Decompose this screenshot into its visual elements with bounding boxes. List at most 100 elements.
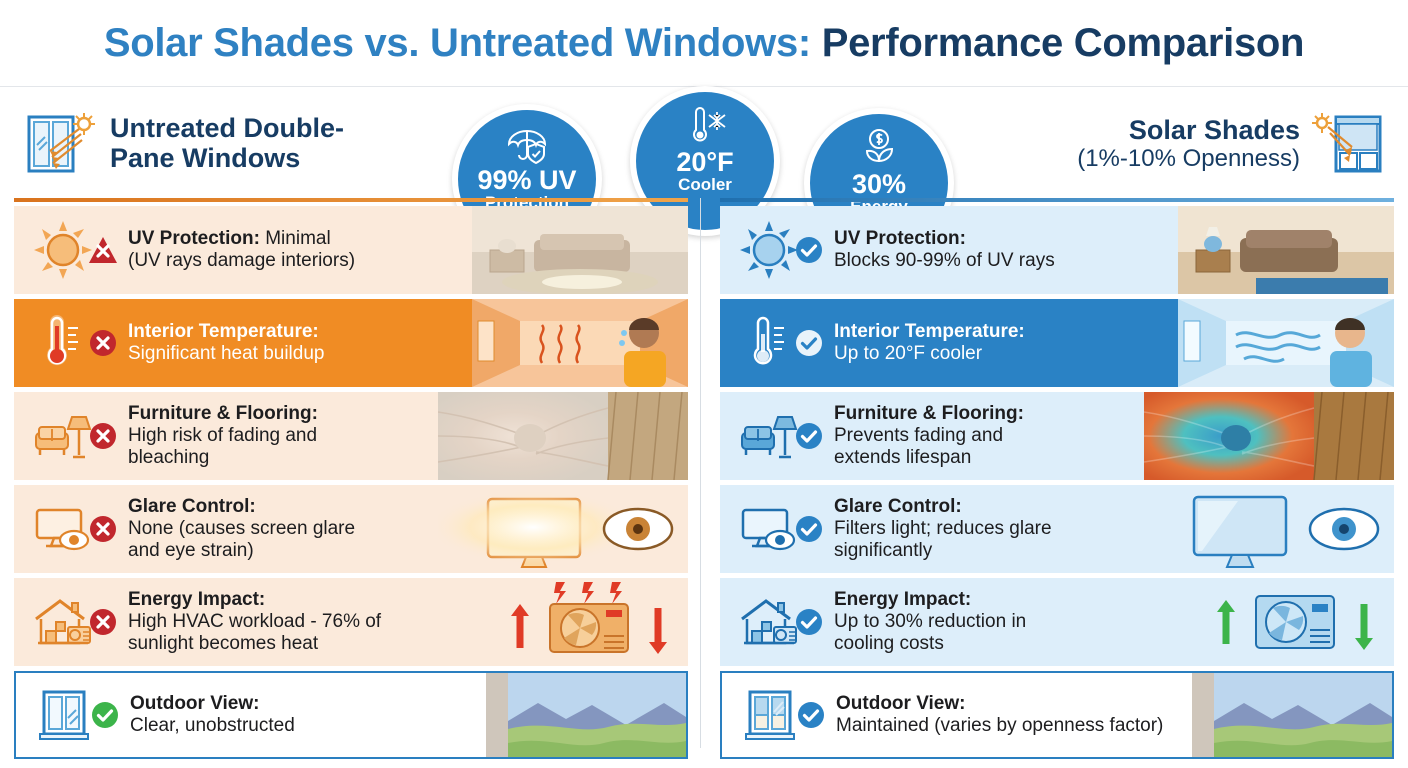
left-column: UV Protection: Minimal (UV rays damage i… <box>14 198 688 764</box>
window-sun-rays-icon <box>24 107 98 181</box>
x-circle-icon <box>88 328 118 358</box>
page-title: Solar Shades vs. Untreated Windows: Perf… <box>103 20 1305 66</box>
row-text: Glare Control: Filters light; reduces gl… <box>834 496 1394 562</box>
table-row: UV Protection: Blocks 90-99% of UV rays <box>720 206 1394 294</box>
row-text: UV Protection: Minimal (UV rays damage i… <box>128 228 688 272</box>
check-circle-icon <box>794 328 824 358</box>
right-column-title-line1: Solar Shades <box>1128 114 1300 145</box>
thermometer-snowflake-icon <box>683 106 727 146</box>
check-circle-green-icon <box>90 700 120 730</box>
row-value: Up to 30% reduction in <box>834 610 1027 632</box>
badge-cooler-value: 20°F <box>676 147 734 177</box>
row-value: Maintained (varies by openness factor) <box>836 715 1164 736</box>
table-row: Furniture & Flooring: Prevents fading an… <box>720 392 1394 480</box>
right-rows: UV Protection: Blocks 90-99% of UV rays <box>720 206 1394 759</box>
right-column-title-line2: (1%-10% Openness) <box>1077 144 1300 172</box>
row-value-2: sunlight becomes heat <box>128 633 319 655</box>
dollar-leaf-icon <box>857 128 901 168</box>
column-divider <box>700 198 701 748</box>
row-text: Furniture & Flooring: Prevents fading an… <box>834 403 1394 469</box>
left-column-title-line1: Untreated Double- <box>110 113 345 144</box>
row-text: Glare Control: None (causes screen glare… <box>128 496 688 562</box>
row-label: UV Protection: <box>834 227 966 249</box>
page-title-accent: Solar Shades vs. Untreated Windows: <box>103 20 811 65</box>
row-value: Clear, unobstructed <box>130 715 295 736</box>
hot-room-sweating-man-photo <box>472 299 688 387</box>
row-label: Glare Control: <box>128 495 256 517</box>
sofa-lamp-blue-icon <box>738 405 800 467</box>
row-value-2: significantly <box>834 540 933 562</box>
x-circle-icon <box>88 514 118 544</box>
row-value: Blocks 90-99% of UV rays <box>834 250 1055 271</box>
table-row: Outdoor View: Clear, unobstructed <box>14 671 688 759</box>
monitor-eye-icon <box>32 498 94 560</box>
row-text: UV Protection: Blocks 90-99% of UV rays <box>834 228 1394 272</box>
thermometer-icon <box>32 312 94 374</box>
table-row: Glare Control: None (causes screen glare… <box>14 485 688 573</box>
row-label: Furniture & Flooring: <box>834 402 1024 424</box>
table-row: Energy Impact: High HVAC workload - 76% … <box>14 578 688 666</box>
protected-sofa-blue-rug-photo <box>1178 206 1394 294</box>
row-value-2: and eye strain) <box>128 540 254 562</box>
left-column-title: Untreated Double- Pane Windows <box>110 114 344 173</box>
left-column-header: Untreated Double- Pane Windows <box>24 96 454 192</box>
check-circle-icon <box>796 700 826 730</box>
row-text: Interior Temperature: Up to 20°F cooler <box>834 321 1394 365</box>
faded-fabric-wood-floor-photo <box>437 392 688 480</box>
x-circle-icon <box>88 607 118 637</box>
row-label: Outdoor View: <box>130 692 260 714</box>
cool-room-comfortable-man-photo <box>1178 299 1394 387</box>
house-hvac-icon <box>32 591 94 653</box>
x-circle-icon <box>88 421 118 451</box>
row-value: Prevents fading and <box>834 424 1004 446</box>
row-value: Filters light; reduces glare <box>834 517 1052 539</box>
right-column-header: Solar Shades (1%-10% Openness) <box>1000 96 1384 192</box>
check-circle-icon <box>794 514 824 544</box>
landscape-view-photo <box>1192 673 1392 757</box>
row-text: Outdoor View: Maintained (varies by open… <box>836 693 1392 737</box>
badge-cooler-label: Cooler <box>678 175 732 195</box>
table-row: UV Protection: Minimal (UV rays damage i… <box>14 206 688 294</box>
row-value: High HVAC workload - 76% of <box>128 610 382 632</box>
row-value-2: extends lifespan <box>834 447 972 469</box>
row-label: Glare Control: <box>834 495 962 517</box>
left-accent-rule <box>14 198 688 202</box>
row-value: None (causes screen glare <box>128 517 356 539</box>
umbrella-shield-icon <box>505 124 549 165</box>
row-label: UV Protection: <box>128 227 260 249</box>
row-value-2: bleaching <box>128 447 210 469</box>
table-row: Interior Temperature: Up to 20°F cooler <box>720 299 1394 387</box>
row-label: Interior Temperature: <box>834 320 1025 342</box>
table-row: Outdoor View: Maintained (varies by open… <box>720 671 1394 759</box>
row-text: Energy Impact: High HVAC workload - 76% … <box>128 589 688 655</box>
row-value-2: (UV rays damage interiors) <box>128 250 356 271</box>
monitor-eye-blue-icon <box>738 498 800 560</box>
vivid-fabric-wood-floor-photo <box>1143 392 1394 480</box>
sofa-lamp-icon <box>32 405 94 467</box>
glaring-monitor-eye-photo <box>438 485 688 573</box>
clear-monitor-eye-photo <box>1144 485 1394 573</box>
row-label: Energy Impact: <box>834 588 972 610</box>
row-value: High risk of fading and <box>128 424 318 446</box>
sun-icon <box>32 219 94 281</box>
window-clear-icon <box>34 684 96 746</box>
check-circle-icon <box>794 235 824 265</box>
check-circle-icon <box>794 607 824 637</box>
left-rows: UV Protection: Minimal (UV rays damage i… <box>14 206 688 759</box>
hvac-unit-red-arrows-photo <box>488 578 688 666</box>
table-row: Furniture & Flooring: High risk of fadin… <box>14 392 688 480</box>
sun-blue-icon <box>738 219 800 281</box>
hvac-unit-green-arrows-photo <box>1194 578 1394 666</box>
page-title-dark: Performance Comparison <box>810 20 1305 65</box>
table-row: Energy Impact: Up to 30% reduction in co… <box>720 578 1394 666</box>
row-value: Significant heat buildup <box>128 343 325 364</box>
title-bar: Solar Shades vs. Untreated Windows: Perf… <box>0 0 1408 87</box>
row-label: Interior Temperature: <box>128 320 319 342</box>
badge-uv-value: 99% UV <box>477 165 577 195</box>
row-value: Minimal <box>259 227 331 249</box>
window-shaded-icon <box>740 684 802 746</box>
right-column-title: Solar Shades (1%-10% Openness) <box>1077 114 1300 172</box>
row-value: Up to 20°F cooler <box>834 343 983 364</box>
warning-triangle-icon <box>88 235 118 265</box>
